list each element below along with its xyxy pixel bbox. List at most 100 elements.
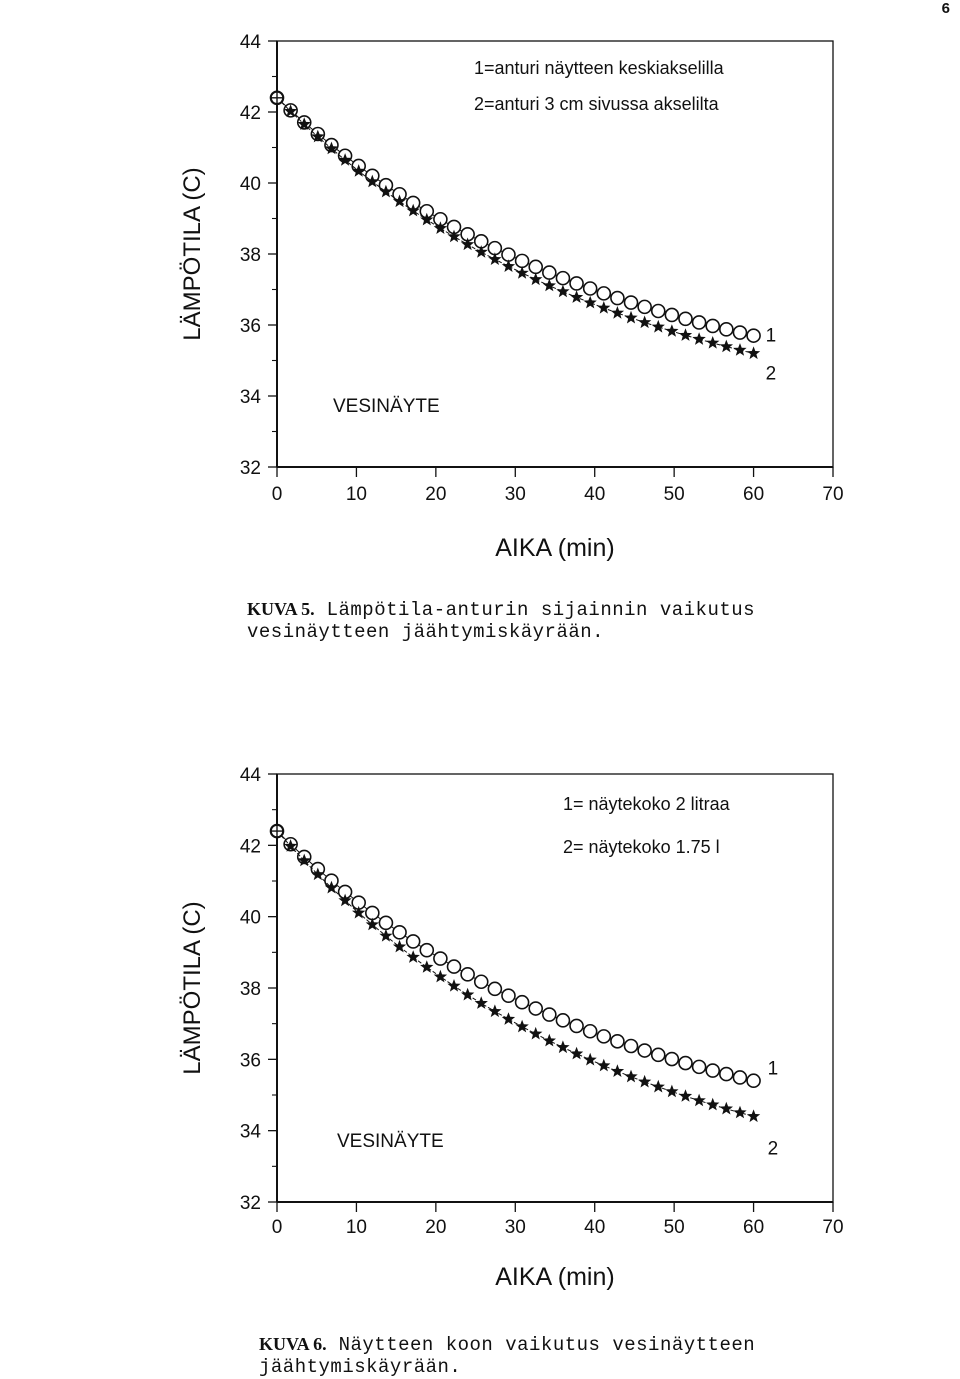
chart2-series-1-point bbox=[678, 1055, 693, 1071]
page-number: 6 bbox=[941, 0, 950, 17]
chart1-series-2-point bbox=[542, 278, 556, 292]
chart2-series-2-line bbox=[276, 830, 754, 1117]
chart2-series-1-point bbox=[405, 934, 421, 949]
chart2-y-tick-label: 34 bbox=[240, 1122, 262, 1143]
chart2-x-axis-title: AIKA (min) bbox=[495, 1263, 614, 1291]
chart1-x-tick-label: 0 bbox=[272, 484, 283, 505]
chart1-series-2-point bbox=[638, 315, 652, 329]
figure-1-caption: KUVA 5. Lämpötila-anturin sijainnin vaik… bbox=[247, 598, 755, 643]
figure-1-chart: 32 34 36 38 40 42 44 0 10 20 30 40 50 60 70 AIKA (min) L… bbox=[179, 32, 844, 562]
chart1-series-1-end-label: 1 bbox=[766, 326, 777, 347]
chart1-x-tick-label: 60 bbox=[743, 484, 764, 505]
chart2-series-1-point bbox=[691, 1059, 707, 1075]
chart1-annotation-vesinayte: VESINÄYTE bbox=[333, 396, 440, 417]
chart2-legend-entry-1: 1= näytekoko 2 litraa bbox=[563, 794, 731, 814]
chart2-y-tick-label: 36 bbox=[240, 1050, 261, 1071]
chart2-legend-entry-2: 2= näytekoko 1.75 l bbox=[563, 837, 720, 857]
figure-1-caption-line2: vesinäytteen jäähtymiskäyrään. bbox=[247, 621, 605, 643]
chart2-series-2-end-label: 2 bbox=[768, 1138, 779, 1159]
chart1-series-2-point bbox=[338, 153, 352, 166]
chart1-series-2-point bbox=[406, 203, 420, 217]
chart2-series-1-point bbox=[446, 959, 462, 974]
chart1-series-2-point bbox=[379, 184, 393, 198]
chart2-series-2 bbox=[270, 824, 761, 1123]
chart2-x-tick-label: 20 bbox=[425, 1217, 446, 1238]
chart1-series-2-point bbox=[352, 164, 366, 177]
chart1-series-1-point bbox=[582, 281, 598, 296]
chart1-series-2-point bbox=[746, 346, 761, 360]
chart1-series-2-point bbox=[297, 117, 311, 130]
chart2-series-1-point bbox=[433, 951, 448, 966]
chart2-series-2-point bbox=[638, 1074, 652, 1088]
chart2-series-2-point bbox=[420, 960, 434, 973]
chart1-series-2-point bbox=[365, 174, 379, 188]
chart2-series-1-point bbox=[473, 974, 489, 990]
figure-1-caption-label: KUVA 5. bbox=[247, 599, 315, 619]
chart2-series-2-point bbox=[569, 1046, 584, 1060]
chart2-series-2-point bbox=[624, 1069, 638, 1083]
chart2-series-1-point bbox=[650, 1047, 666, 1063]
chart2-series-2-point bbox=[542, 1033, 556, 1047]
chart1-x-axis-title: AIKA (min) bbox=[495, 534, 614, 562]
chart1-x-tick-label: 20 bbox=[425, 484, 446, 505]
chart2-y-tick-label: 32 bbox=[240, 1193, 261, 1214]
chart1-y-tick-label: 36 bbox=[240, 316, 261, 337]
chart1-x-tick-label: 70 bbox=[822, 484, 843, 505]
chart2-series-1 bbox=[269, 823, 761, 1089]
chart1-series-2-point bbox=[624, 310, 638, 324]
chart1-series-2-point bbox=[569, 290, 584, 303]
chart1-series-1-point bbox=[678, 311, 693, 327]
chart2-series-2-point bbox=[392, 939, 407, 953]
chart1-y-tick-label: 34 bbox=[240, 387, 262, 408]
chart2-series-2-point bbox=[719, 1101, 733, 1115]
chart2-series-1-point bbox=[514, 994, 530, 1010]
chart1-series-1-point bbox=[719, 322, 734, 337]
chart1-legend-entry-2: 2=anturi 3 cm sivussa akselilta bbox=[474, 94, 720, 114]
chart1-series-2-point bbox=[420, 212, 434, 226]
chart2-series-2-point bbox=[515, 1019, 529, 1033]
chart2-series-1-point bbox=[392, 925, 407, 940]
figure-2-caption-line1: Näytteen koon vaikutus vesinäytteen bbox=[338, 1334, 756, 1356]
chart2-series-1-point bbox=[542, 1007, 557, 1022]
chart2-x-tick-label: 10 bbox=[346, 1217, 367, 1238]
chart1-y-tick-label: 42 bbox=[240, 103, 261, 124]
chart2-series-2-point bbox=[706, 1097, 720, 1111]
chart2-series-2-point bbox=[461, 987, 475, 1001]
chart2-series-2-point bbox=[692, 1093, 706, 1107]
chart1-x-tick-label: 50 bbox=[664, 484, 685, 505]
chart1-series-1-point bbox=[637, 299, 652, 315]
chart2-series-2-point bbox=[746, 1109, 761, 1123]
chart1-series-2-point bbox=[324, 141, 339, 155]
chart2-series-1-point bbox=[596, 1029, 612, 1044]
chart1-series-1-point bbox=[691, 315, 707, 330]
chart2-series-2-point bbox=[597, 1058, 611, 1072]
chart1-series-2-point bbox=[583, 295, 597, 309]
chart1-x-tick-label: 10 bbox=[346, 484, 367, 505]
chart2-series-2-point bbox=[501, 1012, 516, 1025]
chart2-series-2-point bbox=[665, 1084, 679, 1098]
chart1-series-2-point bbox=[597, 301, 611, 314]
chart1-series-2-point bbox=[719, 339, 733, 353]
chart2-series-2-point bbox=[678, 1089, 693, 1102]
chart1-series-2-line bbox=[276, 97, 754, 354]
chart2-series-2-point bbox=[406, 950, 420, 963]
chart2-y-axis-title: LÄMPÖTILA (C) bbox=[179, 901, 206, 1074]
chart1-series-2-point bbox=[665, 324, 679, 337]
chart1-y-tick-label: 38 bbox=[240, 245, 261, 266]
chart1-series-1-point bbox=[732, 325, 748, 340]
chart1-x-tick-label: 30 bbox=[505, 484, 526, 505]
chart2-series-2-point bbox=[610, 1064, 625, 1077]
chart2-series-2-point bbox=[379, 928, 393, 942]
chart1-series-2-point bbox=[488, 252, 502, 265]
chart1-series-2-point bbox=[311, 129, 325, 143]
chart2-series-2-point bbox=[338, 893, 352, 907]
chart1-y-axis-title: LÄMPÖTILA (C) bbox=[179, 167, 206, 340]
chart2-start-marker-cross bbox=[271, 825, 283, 838]
chart2-series-2-point bbox=[447, 979, 461, 992]
chart1-series-2-point bbox=[610, 306, 625, 319]
figure-1-caption-line1: Lämpötila-anturin sijainnin vaikutus bbox=[326, 599, 756, 621]
chart2-series-2-point bbox=[733, 1105, 747, 1119]
chart2-series-2-point bbox=[474, 996, 488, 1009]
chart2-series-1-point bbox=[555, 1013, 571, 1028]
chart2-series-2-point bbox=[583, 1052, 597, 1066]
